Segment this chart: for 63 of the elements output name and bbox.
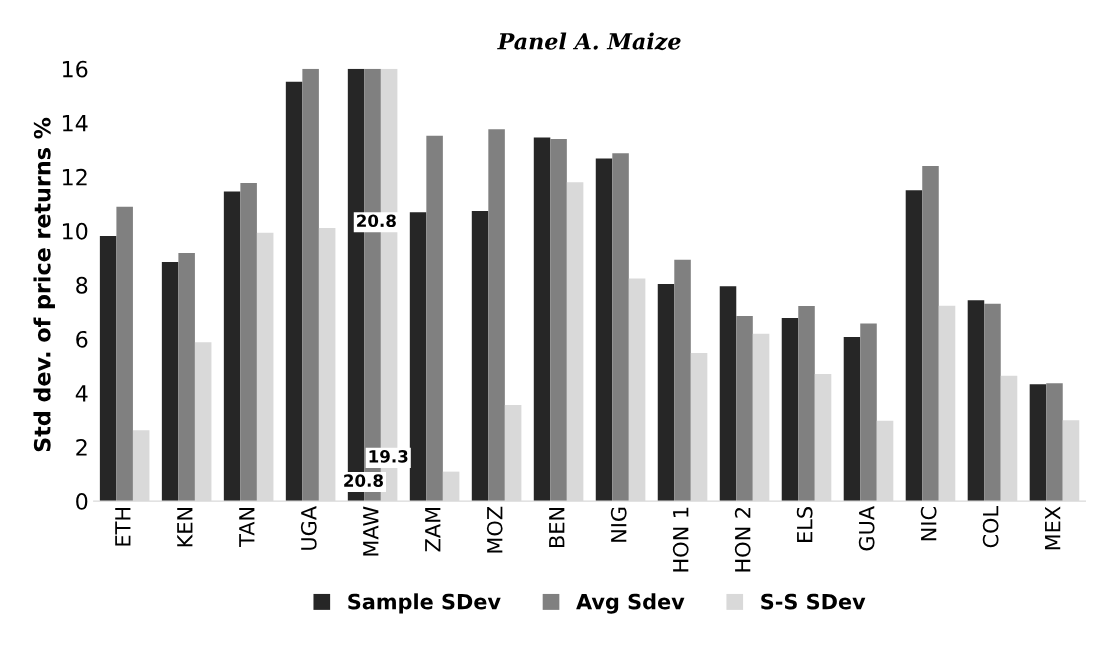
annotation: 19.3 <box>369 450 408 463</box>
y-tick-label: 12 <box>62 168 87 186</box>
x-tick-label: KEN <box>177 507 193 547</box>
y-tick-label: 14 <box>62 115 88 132</box>
bar <box>409 212 427 502</box>
y-tick-label: 8 <box>76 276 88 294</box>
bar <box>922 166 939 502</box>
x-tick-label: ELS <box>796 507 813 542</box>
bar <box>674 259 691 502</box>
bar <box>161 261 179 502</box>
bar <box>178 253 195 502</box>
bar <box>860 323 877 502</box>
legend-label: Sample SDev <box>348 593 501 614</box>
bar <box>967 300 985 502</box>
bar <box>285 81 303 502</box>
bar <box>781 317 799 502</box>
y-tick-label: 16 <box>62 60 88 78</box>
x-tick-label: TAN <box>239 507 255 547</box>
bar <box>116 206 133 502</box>
y-tick-label: 0 <box>76 493 88 510</box>
x-tick-label: HON 1 <box>672 507 689 572</box>
annotation: 20.8 <box>357 214 396 228</box>
y-tick-label: 2 <box>76 438 87 456</box>
bar <box>905 190 923 502</box>
bar <box>843 337 861 502</box>
bar <box>488 129 505 502</box>
chart-title: Panel A. Maize <box>497 32 681 51</box>
bar <box>471 210 489 502</box>
bar <box>612 153 629 502</box>
y-axis-title: Std dev. of price returns % <box>33 117 55 452</box>
bar <box>302 68 319 502</box>
y-tick-label: 6 <box>76 330 88 348</box>
bar <box>1029 384 1047 502</box>
bar <box>240 183 257 502</box>
x-tick-label: MOZ <box>486 506 503 553</box>
bar <box>798 306 815 502</box>
x-tick-label: COL <box>982 506 999 548</box>
x-tick-label: MAW <box>363 506 379 556</box>
x-tick-label: GUA <box>858 506 875 551</box>
x-tick-label: ZAM <box>425 507 441 552</box>
x-tick-label: ETH <box>115 507 131 546</box>
bar <box>550 139 567 502</box>
y-tick-label: 4 <box>75 385 88 402</box>
x-tick-label: HON 2 <box>734 508 751 572</box>
x-tick-label: NIG <box>610 507 627 542</box>
legend-label: Avg Sdev <box>576 593 685 614</box>
bar <box>657 284 675 502</box>
x-tick-label: BEN <box>549 507 565 547</box>
bar <box>595 158 613 502</box>
bar <box>1046 383 1063 502</box>
annotation: 20.8 <box>344 474 383 487</box>
bar <box>426 135 443 502</box>
y-tick-label: 10 <box>62 222 88 240</box>
bar <box>719 286 737 502</box>
x-tick-label: UGA <box>300 506 317 550</box>
bar <box>99 236 117 502</box>
bar <box>736 316 753 502</box>
bar <box>984 303 1001 502</box>
bar <box>533 137 551 502</box>
x-tick-label: NIC <box>920 507 937 541</box>
legend-label: S-S SDev <box>761 593 866 610</box>
bar <box>223 191 241 502</box>
x-tick-label: MEX <box>1045 506 1061 550</box>
